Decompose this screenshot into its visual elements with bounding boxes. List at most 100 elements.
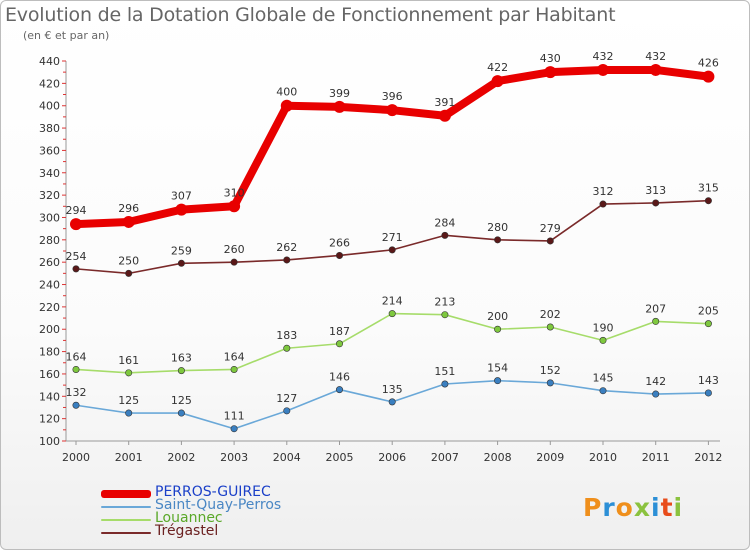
data-point bbox=[388, 398, 396, 406]
data-point bbox=[125, 269, 133, 277]
data-point bbox=[544, 66, 557, 79]
data-point bbox=[441, 380, 449, 388]
y-tick-label: 160 bbox=[39, 368, 60, 381]
data-label: 271 bbox=[382, 231, 403, 244]
data-point bbox=[125, 409, 133, 417]
y-tick-label: 240 bbox=[39, 279, 60, 292]
data-point bbox=[280, 99, 293, 112]
data-label: 125 bbox=[118, 394, 139, 407]
data-label: 143 bbox=[698, 374, 719, 387]
y-tick-label: 140 bbox=[39, 390, 60, 403]
data-label: 284 bbox=[434, 216, 455, 229]
data-point bbox=[546, 323, 554, 331]
data-point bbox=[125, 369, 133, 377]
data-point bbox=[70, 218, 82, 231]
data-label: 260 bbox=[224, 243, 245, 256]
data-point bbox=[494, 236, 502, 244]
x-tick-label: 2008 bbox=[484, 451, 512, 464]
data-label: 399 bbox=[329, 87, 350, 100]
data-point bbox=[177, 367, 185, 375]
y-tick-label: 340 bbox=[39, 167, 60, 180]
data-point bbox=[704, 389, 712, 397]
data-point bbox=[335, 251, 343, 259]
data-point bbox=[599, 200, 607, 208]
data-label: 250 bbox=[118, 254, 139, 267]
y-tick-label: 420 bbox=[39, 77, 60, 90]
data-point bbox=[546, 379, 554, 387]
y-tick-label: 440 bbox=[39, 55, 60, 68]
legend-label: Louannec bbox=[155, 510, 223, 526]
data-label: 214 bbox=[382, 295, 403, 308]
data-point bbox=[230, 365, 238, 373]
data-point bbox=[177, 259, 185, 267]
data-point bbox=[72, 365, 80, 373]
y-tick-label: 220 bbox=[39, 301, 60, 314]
logo-letter: o bbox=[615, 493, 634, 522]
data-label: 296 bbox=[118, 202, 139, 215]
data-point bbox=[230, 425, 238, 433]
data-point bbox=[546, 237, 554, 245]
data-point bbox=[386, 104, 399, 117]
data-point bbox=[599, 336, 607, 344]
data-label: 432 bbox=[645, 50, 666, 63]
legend-label: Trégastel bbox=[155, 523, 219, 539]
logo-letter: t bbox=[660, 493, 674, 522]
data-point bbox=[175, 203, 188, 216]
data-label: 142 bbox=[645, 375, 666, 388]
data-label: 279 bbox=[540, 222, 561, 235]
data-point bbox=[652, 390, 660, 398]
data-point bbox=[333, 100, 346, 113]
data-label: 132 bbox=[66, 386, 87, 399]
data-point bbox=[228, 200, 241, 213]
y-tick-label: 120 bbox=[39, 413, 60, 426]
y-tick-label: 260 bbox=[39, 256, 60, 269]
data-label: 266 bbox=[329, 236, 350, 249]
data-point bbox=[230, 258, 238, 266]
y-tick-label: 280 bbox=[39, 234, 60, 247]
data-label: 259 bbox=[171, 244, 192, 257]
x-tick-label: 2003 bbox=[220, 451, 248, 464]
data-label: 154 bbox=[487, 362, 508, 375]
data-point bbox=[72, 265, 80, 273]
data-point bbox=[704, 197, 712, 205]
data-label: 400 bbox=[276, 86, 297, 99]
data-label: 422 bbox=[487, 61, 508, 74]
data-label: 396 bbox=[382, 90, 403, 103]
x-tick-label: 2010 bbox=[589, 451, 617, 464]
data-point bbox=[704, 320, 712, 328]
data-label: 163 bbox=[171, 352, 192, 365]
x-tick-label: 2005 bbox=[326, 451, 354, 464]
data-point bbox=[335, 386, 343, 394]
legend-swatch bbox=[101, 532, 151, 534]
data-point bbox=[335, 340, 343, 348]
data-label: 135 bbox=[382, 383, 403, 396]
data-label: 310 bbox=[224, 186, 245, 199]
data-label: 164 bbox=[66, 350, 87, 363]
data-point bbox=[597, 63, 609, 76]
data-label: 312 bbox=[593, 185, 614, 198]
data-label: 213 bbox=[434, 296, 455, 309]
data-label: 430 bbox=[540, 52, 561, 65]
data-label: 111 bbox=[224, 410, 245, 423]
data-point bbox=[438, 109, 451, 122]
data-point bbox=[599, 387, 607, 395]
data-label: 187 bbox=[329, 325, 350, 338]
data-label: 391 bbox=[434, 96, 455, 109]
y-tick-label: 320 bbox=[39, 189, 60, 202]
data-point bbox=[388, 246, 396, 254]
y-tick-label: 380 bbox=[39, 122, 60, 135]
data-label: 262 bbox=[276, 241, 297, 254]
data-point bbox=[649, 63, 662, 76]
data-point bbox=[177, 409, 185, 417]
data-point bbox=[122, 215, 135, 228]
data-point bbox=[72, 401, 80, 409]
data-label: 426 bbox=[698, 57, 719, 70]
x-tick-label: 2006 bbox=[378, 451, 406, 464]
data-point bbox=[441, 231, 449, 239]
data-label: 152 bbox=[540, 364, 561, 377]
legend-swatch bbox=[101, 519, 151, 521]
data-label: 146 bbox=[329, 371, 350, 384]
data-point bbox=[283, 344, 291, 352]
logo-letter: x bbox=[633, 493, 651, 522]
